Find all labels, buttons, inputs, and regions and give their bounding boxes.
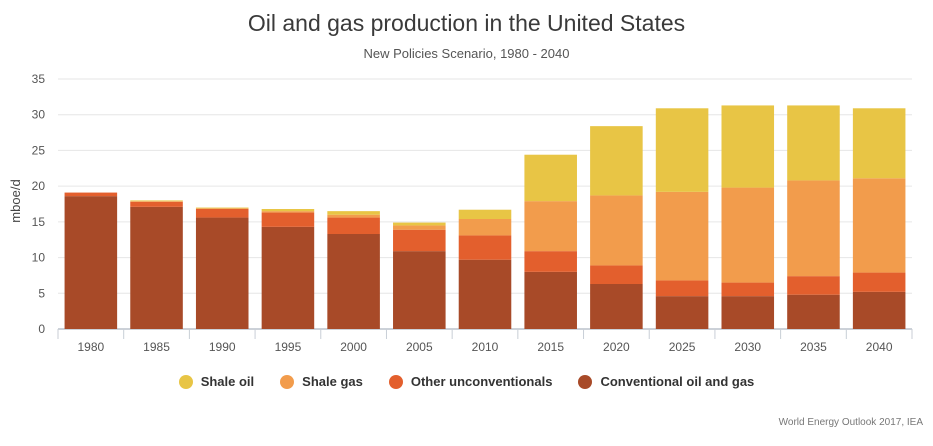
bar-segment xyxy=(852,272,906,292)
legend-item[interactable]: Conventional oil and gas xyxy=(578,374,754,389)
bar-segment xyxy=(655,280,709,297)
legend-item[interactable]: Shale oil xyxy=(178,374,255,389)
bar-segment xyxy=(655,108,709,192)
y-tick-label: 35 xyxy=(32,72,46,86)
bar-segment xyxy=(458,259,512,329)
bar-segment xyxy=(458,235,512,260)
x-tick-label: 1985 xyxy=(143,340,170,354)
legend-label: Other unconventionals xyxy=(410,374,553,389)
bar-segment xyxy=(130,201,183,202)
x-tick-label: 2000 xyxy=(340,340,367,354)
bar-segment xyxy=(458,209,512,219)
bar-segment xyxy=(787,294,840,329)
x-tick-label: 2025 xyxy=(669,340,696,354)
bar-segment xyxy=(393,251,446,329)
bar-segment xyxy=(721,296,775,329)
bar-segment xyxy=(327,211,380,215)
bar-segment xyxy=(130,200,183,202)
bar-segment xyxy=(590,265,643,284)
legend-label: Shale oil xyxy=(200,374,255,389)
bar-segment xyxy=(261,212,315,227)
bar-segment xyxy=(590,126,643,196)
legend: Shale oil Shale gas Other unconventionals C… xyxy=(0,374,933,389)
y-tick-label: 25 xyxy=(32,143,46,157)
y-tick-label: 0 xyxy=(38,322,45,336)
legend-swatch xyxy=(388,374,403,389)
bar-segment xyxy=(261,226,315,329)
bar-segment xyxy=(130,206,183,329)
bar-segment xyxy=(590,284,643,329)
bar-segment xyxy=(327,214,380,218)
y-tick-label: 30 xyxy=(32,108,46,122)
bar-segment xyxy=(721,187,775,283)
x-tick-label: 2005 xyxy=(406,340,433,354)
bar-segment xyxy=(261,209,315,212)
x-tick-label: 2020 xyxy=(603,340,630,354)
y-axis-label: mboe/d xyxy=(8,179,23,222)
chart-subtitle: New Policies Scenario, 1980 - 2040 xyxy=(363,46,570,61)
y-tick-label: 15 xyxy=(32,215,46,229)
bar-segment xyxy=(655,191,709,281)
bar-segment xyxy=(261,211,315,213)
bar-segment xyxy=(195,207,249,209)
y-tick-label: 20 xyxy=(32,179,46,193)
bar-segment xyxy=(64,196,118,329)
x-tick-label: 2035 xyxy=(800,340,827,354)
bar-segment xyxy=(327,234,380,329)
x-tick-label: 2010 xyxy=(472,340,499,354)
bar-segment xyxy=(655,296,709,329)
x-axis-ticks: 1980 1985 1990 1995 2000 2005 2010 2015 2020 2025… xyxy=(57,329,913,354)
legend-item[interactable]: Shale gas xyxy=(280,374,363,389)
bar-segment xyxy=(393,229,446,252)
bar-segment xyxy=(721,105,775,188)
bar-segment xyxy=(195,208,249,209)
legend-item[interactable]: Other unconventionals xyxy=(388,374,553,389)
x-tick-label: 1995 xyxy=(275,340,302,354)
chart-title: Oil and gas production in the United Sta… xyxy=(247,10,686,36)
x-tick-label: 1990 xyxy=(209,340,236,354)
bar-segment xyxy=(458,219,512,236)
bar-segment xyxy=(787,276,840,295)
bar-segment xyxy=(327,217,380,234)
bar-segment xyxy=(524,154,577,202)
bar-segment xyxy=(787,105,840,181)
legend-label: Shale gas xyxy=(302,374,363,389)
legend-label: Conventional oil and gas xyxy=(600,374,755,389)
legend-swatch xyxy=(178,374,193,389)
y-axis-ticks: 0 5 10 15 20 25 30 35 xyxy=(32,72,46,336)
legend-swatch xyxy=(578,374,593,389)
bar-segment xyxy=(195,217,249,329)
x-tick-label: 1980 xyxy=(77,340,104,354)
bar-segment xyxy=(524,271,577,329)
bar-segment xyxy=(195,209,249,218)
source-note: World Energy Outlook 2017, IEA xyxy=(778,417,923,428)
bar-segment xyxy=(393,225,446,230)
bar-segment xyxy=(64,192,118,197)
bar-segment xyxy=(393,222,446,226)
bar-segment xyxy=(852,178,906,273)
x-tick-label: 2040 xyxy=(866,340,893,354)
x-tick-label: 2030 xyxy=(734,340,761,354)
bar-segment xyxy=(852,108,906,179)
bar-segment xyxy=(852,291,906,329)
bar-segment xyxy=(524,201,577,252)
y-tick-label: 5 xyxy=(38,286,45,300)
bar-segment xyxy=(524,251,577,272)
x-tick-label: 2015 xyxy=(537,340,564,354)
bar-segment xyxy=(787,180,840,277)
y-tick-label: 10 xyxy=(32,251,46,265)
bars xyxy=(64,105,906,329)
legend-swatch xyxy=(280,374,295,389)
bar-segment xyxy=(721,282,775,297)
bar-segment xyxy=(130,201,183,207)
bar-segment xyxy=(590,195,643,266)
